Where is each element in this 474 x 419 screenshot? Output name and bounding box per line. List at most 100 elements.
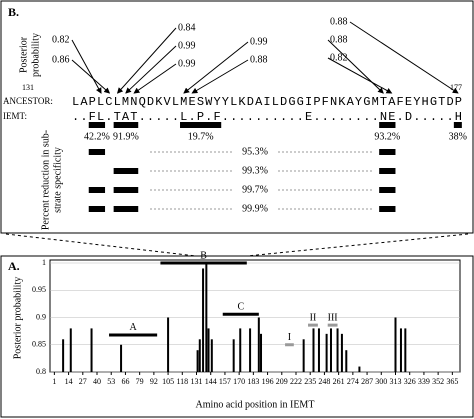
x-tick-label: 248 bbox=[318, 377, 330, 386]
bar bbox=[404, 328, 407, 372]
probability-label: 0.99 bbox=[178, 40, 196, 51]
x-tick-label: 235 bbox=[304, 377, 316, 386]
iemt-sequence: ..FL.TAT.....L.P.F..........E........NE.… bbox=[72, 110, 462, 124]
block bbox=[453, 122, 462, 128]
block bbox=[88, 149, 106, 155]
arrow bbox=[71, 39, 102, 94]
x-tick-label: 170 bbox=[233, 377, 245, 386]
probability-label: 0.82 bbox=[52, 34, 70, 45]
block-percent: 19.7% bbox=[188, 131, 214, 142]
x-tick-label: 144 bbox=[205, 377, 217, 386]
block bbox=[379, 122, 396, 128]
arrow bbox=[125, 45, 177, 94]
x-tick-label: 209 bbox=[276, 377, 288, 386]
bar bbox=[345, 350, 348, 372]
x-tick-label: 326 bbox=[404, 377, 416, 386]
probability-label: 0.84 bbox=[178, 22, 196, 33]
probability-label: 0.88 bbox=[330, 34, 348, 45]
block bbox=[113, 168, 139, 174]
block bbox=[113, 122, 139, 128]
bar bbox=[196, 350, 199, 372]
zoom-line bbox=[246, 233, 469, 257]
block bbox=[180, 122, 222, 128]
x-tick-label: 105 bbox=[162, 377, 174, 386]
bar bbox=[260, 333, 263, 372]
bar bbox=[90, 328, 93, 372]
bar bbox=[325, 333, 328, 372]
block bbox=[88, 187, 106, 193]
x-tick-label: 274 bbox=[347, 377, 359, 386]
block-percent: 91.9% bbox=[113, 131, 139, 142]
arrow bbox=[116, 27, 177, 94]
bar bbox=[257, 317, 260, 372]
panel-a-frame bbox=[0, 255, 474, 418]
x-tick-label: 27 bbox=[79, 377, 87, 386]
x-tick-label: 79 bbox=[136, 377, 144, 386]
x-tick-label: 66 bbox=[121, 377, 129, 386]
bar bbox=[207, 328, 210, 372]
bar bbox=[399, 328, 402, 372]
bar bbox=[317, 328, 320, 372]
block bbox=[379, 149, 396, 155]
end-position: 177 bbox=[450, 83, 462, 92]
plot-area bbox=[49, 259, 461, 373]
bar bbox=[167, 317, 170, 372]
y-label: probability bbox=[30, 33, 41, 77]
y-label: Posterior bbox=[18, 36, 29, 73]
block bbox=[379, 187, 396, 193]
specificity: 99.3% bbox=[242, 165, 268, 176]
probability-label: 0.99 bbox=[250, 36, 268, 47]
y-tick-label: 1 bbox=[42, 258, 46, 267]
probability-label: 0.99 bbox=[178, 58, 196, 69]
block-percent: 93.2% bbox=[374, 131, 400, 142]
bar bbox=[69, 328, 72, 372]
block bbox=[379, 168, 396, 174]
region-label: A bbox=[129, 322, 137, 333]
probability-label: 0.86 bbox=[52, 54, 70, 65]
region-label: III bbox=[328, 312, 338, 323]
bar bbox=[205, 263, 208, 372]
bar bbox=[239, 328, 242, 372]
arrow bbox=[71, 59, 111, 94]
arrow bbox=[191, 59, 249, 94]
block-percent: 42.2% bbox=[84, 131, 110, 142]
x-tick-label: 287 bbox=[361, 377, 373, 386]
x-tick-label: 40 bbox=[93, 377, 101, 386]
probability-label: 0.82 bbox=[330, 52, 348, 63]
x-tick-label: 339 bbox=[418, 377, 430, 386]
x-tick-label: 1 bbox=[52, 377, 56, 386]
bar bbox=[120, 344, 123, 372]
y-axis-title: Posterior probability bbox=[12, 277, 23, 360]
panel-b-frame bbox=[0, 0, 474, 234]
block-percent: 38% bbox=[449, 131, 467, 142]
block bbox=[113, 187, 139, 193]
y-tick-label: 0.9 bbox=[36, 312, 46, 321]
bar bbox=[302, 339, 305, 372]
bar bbox=[202, 268, 205, 372]
y-tick-label: 0.85 bbox=[32, 340, 46, 349]
x-tick-label: 14 bbox=[65, 377, 73, 386]
x-tick-label: 352 bbox=[432, 377, 444, 386]
region-label: I bbox=[288, 332, 291, 343]
x-tick-label: 92 bbox=[150, 377, 158, 386]
x-tick-label: 53 bbox=[107, 377, 115, 386]
region-label: II bbox=[310, 312, 317, 323]
y-label: strate specificity bbox=[52, 147, 63, 213]
block bbox=[113, 206, 139, 212]
x-tick-label: 118 bbox=[176, 377, 188, 386]
bar bbox=[198, 339, 201, 372]
arrow bbox=[327, 39, 384, 94]
x-tick-label: 365 bbox=[446, 377, 458, 386]
panel-label: A. bbox=[8, 259, 20, 273]
y-tick-label: 0.8 bbox=[36, 367, 46, 376]
zoom-line bbox=[5, 233, 197, 257]
block bbox=[379, 206, 396, 212]
x-axis-title: Amino acid position in IEMT bbox=[196, 399, 315, 410]
arrow bbox=[183, 41, 249, 94]
bar bbox=[336, 328, 339, 372]
bar bbox=[249, 328, 252, 372]
bar bbox=[329, 328, 332, 372]
panel-label: B. bbox=[8, 5, 19, 19]
